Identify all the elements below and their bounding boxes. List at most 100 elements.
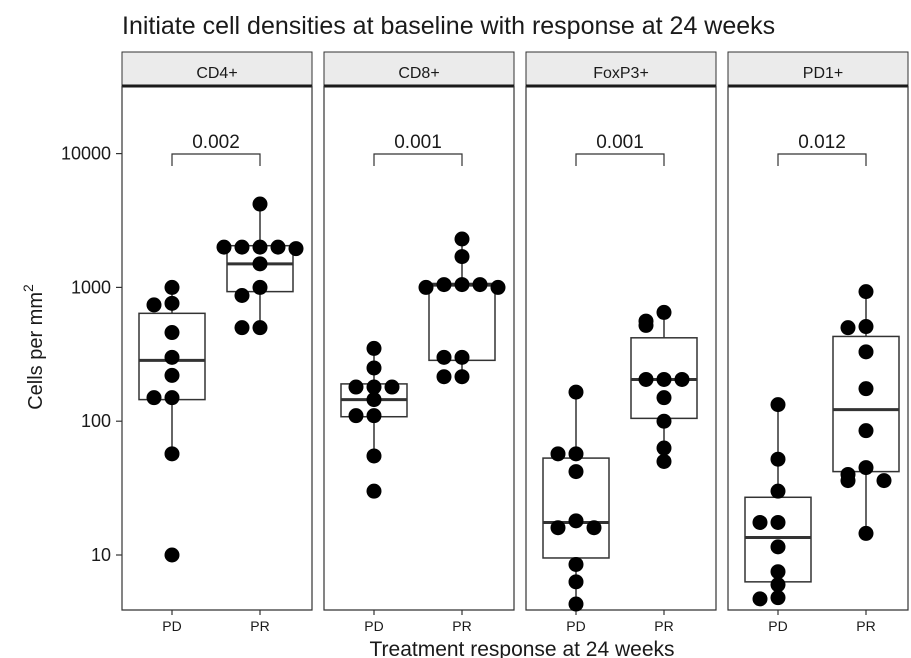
data-point xyxy=(436,369,452,385)
data-point xyxy=(348,379,364,395)
data-point xyxy=(252,256,268,272)
data-point xyxy=(454,249,470,265)
data-point xyxy=(366,379,382,395)
x-tick-label: PR xyxy=(452,618,471,634)
data-point xyxy=(858,423,874,439)
data-point xyxy=(770,577,786,593)
data-point xyxy=(770,397,786,413)
data-point xyxy=(568,513,584,529)
data-point xyxy=(840,320,856,336)
data-point xyxy=(876,473,892,489)
data-point xyxy=(348,408,364,424)
data-point xyxy=(164,279,180,295)
data-point xyxy=(418,279,434,295)
data-point xyxy=(858,460,874,476)
facet-panel-border xyxy=(323,86,515,611)
box-pr xyxy=(832,284,900,541)
data-point xyxy=(252,320,268,336)
data-point xyxy=(656,390,672,406)
facet-strip xyxy=(727,51,909,87)
data-point xyxy=(164,446,180,462)
bracket-line xyxy=(171,153,261,166)
data-point xyxy=(752,591,768,607)
y-axis-label-text: Cells per mm xyxy=(25,292,47,410)
data-point xyxy=(454,369,470,385)
bracket-line xyxy=(777,153,867,166)
x-tick-label: PR xyxy=(856,618,875,634)
data-point xyxy=(550,520,566,536)
significance-bracket: 0.001 xyxy=(373,132,463,166)
data-point xyxy=(858,284,874,300)
facet-panel: FoxP3+ PD PR 0.001 xyxy=(525,51,717,634)
data-point xyxy=(366,360,382,376)
p-value-label: 0.001 xyxy=(394,132,442,153)
data-point xyxy=(252,239,268,255)
facet-panel-border xyxy=(121,86,313,611)
y-axis: 10 100 1000 10000 Cells per mm2 xyxy=(20,144,122,565)
data-point xyxy=(840,473,856,489)
data-point xyxy=(164,390,180,406)
data-point xyxy=(164,367,180,383)
data-point xyxy=(858,525,874,541)
data-point xyxy=(252,196,268,212)
box-pd xyxy=(138,279,206,563)
data-point xyxy=(490,279,506,295)
facet-strip xyxy=(121,51,313,87)
data-point xyxy=(454,349,470,365)
data-point xyxy=(656,440,672,456)
data-point xyxy=(234,239,250,255)
x-tick-label: PD xyxy=(364,618,383,634)
data-point xyxy=(366,448,382,464)
data-point xyxy=(770,539,786,555)
box-pd xyxy=(744,397,812,607)
data-point xyxy=(146,297,162,313)
data-point xyxy=(770,483,786,499)
data-point xyxy=(770,564,786,580)
significance-bracket: 0.012 xyxy=(777,132,867,166)
data-point xyxy=(638,371,654,387)
box-pd xyxy=(340,340,408,499)
y-tick-label: 100 xyxy=(81,411,111,431)
x-tick-label: PD xyxy=(566,618,585,634)
data-point xyxy=(858,344,874,360)
data-point xyxy=(858,319,874,335)
data-point xyxy=(164,325,180,341)
facet-strip-label: CD8+ xyxy=(398,65,439,82)
data-point xyxy=(252,279,268,295)
box-pr xyxy=(216,196,304,336)
data-point xyxy=(436,349,452,365)
x-tick-label: PD xyxy=(162,618,181,634)
x-tick-label: PD xyxy=(768,618,787,634)
y-axis-label-superscript: 2 xyxy=(20,284,36,292)
data-point xyxy=(568,464,584,480)
data-point xyxy=(454,277,470,293)
data-point xyxy=(146,390,162,406)
data-point xyxy=(216,239,232,255)
p-value-label: 0.002 xyxy=(192,132,240,153)
bracket-line xyxy=(373,153,463,166)
data-point xyxy=(674,371,690,387)
data-point xyxy=(454,231,470,247)
facet-strip-label: CD4+ xyxy=(196,65,237,82)
significance-bracket: 0.002 xyxy=(171,132,261,166)
data-point xyxy=(656,304,672,320)
facet-panel: CD8+ PD PR 0.001 xyxy=(323,51,515,634)
y-tick-label: 1000 xyxy=(71,277,111,297)
bracket-line xyxy=(575,153,665,166)
data-point xyxy=(858,381,874,397)
facet-strip-label: FoxP3+ xyxy=(593,65,649,82)
data-point xyxy=(164,547,180,563)
data-point xyxy=(366,392,382,408)
facet-strip-label: PD1+ xyxy=(803,65,843,82)
data-point xyxy=(568,596,584,612)
x-tick-label: PR xyxy=(250,618,269,634)
facet-panels: CD4+ PD PR 0.002 CD8+ PD PR 0.001 FoxP3+ PD PR 0.00… xyxy=(121,51,909,634)
facet-strip xyxy=(323,51,515,87)
data-point xyxy=(770,451,786,467)
box-pr xyxy=(630,304,698,469)
data-point xyxy=(656,453,672,469)
significance-bracket: 0.001 xyxy=(575,132,665,166)
data-point xyxy=(234,320,250,336)
data-point xyxy=(656,413,672,429)
